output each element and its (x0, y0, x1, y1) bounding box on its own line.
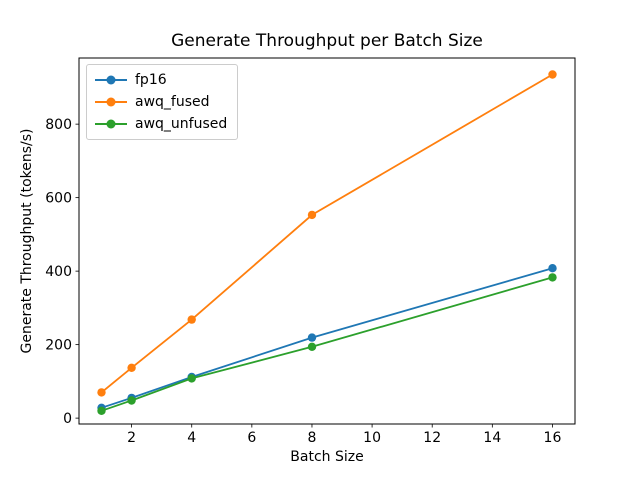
legend-marker-icon (95, 75, 127, 85)
axes-frame (78, 57, 576, 425)
marker-awq_fused-x4 (187, 315, 196, 324)
marker-awq_unfused-x8 (307, 342, 317, 351)
x-tick-label-14: 14 (483, 430, 501, 446)
marker-awq_fused-x16 (548, 70, 557, 79)
marker-awq_fused-x8 (307, 210, 317, 220)
y-tick-label-400: 400 (45, 264, 72, 280)
legend-label-fp16: fp16 (135, 72, 167, 88)
y-tick-label-800: 800 (45, 117, 72, 133)
x-tick-label-6: 6 (247, 430, 256, 446)
legend-item-fp16: fp16 (95, 69, 227, 91)
marker-awq_fused-x1 (97, 388, 106, 397)
x-tick-label-16: 16 (544, 430, 562, 446)
chart-title: Generate Throughput per Batch Size (171, 31, 483, 51)
y-axis-label: Generate Throughput (tokens/s) (19, 128, 35, 354)
legend-label-awq_unfused: awq_unfused (135, 116, 228, 132)
marker-awq_fused-x2 (127, 363, 136, 372)
marker-awq_unfused-x2 (127, 396, 136, 405)
y-tick-label-0: 0 (63, 411, 72, 427)
legend-marker-icon (95, 119, 127, 129)
y-tick-label-200: 200 (45, 338, 72, 354)
legend-item-awq_unfused: awq_unfused (95, 113, 227, 135)
y-tick-label-600: 600 (45, 191, 72, 207)
x-tick-label-12: 12 (423, 430, 441, 446)
marker-awq_unfused-x1 (97, 406, 106, 415)
x-axis-label: Batch Size (290, 449, 364, 465)
x-tick-label-4: 4 (187, 430, 196, 446)
legend: fp16 awq_fused awq_unfused (86, 64, 239, 140)
x-tick-label-8: 8 (308, 430, 317, 446)
legend-marker-icon (95, 97, 127, 107)
marker-awq_unfused-x4 (187, 374, 196, 383)
legend-label-awq_fused: awq_fused (135, 94, 210, 110)
x-tick-label-10: 10 (363, 430, 381, 446)
marker-fp16-x8 (307, 333, 317, 342)
marker-fp16-x16 (548, 264, 557, 273)
legend-item-awq_fused: awq_fused (95, 91, 227, 113)
x-tick-label-2: 2 (127, 430, 136, 446)
series-line-awq_unfused (101, 276, 553, 412)
marker-awq_unfused-x16 (548, 273, 557, 282)
